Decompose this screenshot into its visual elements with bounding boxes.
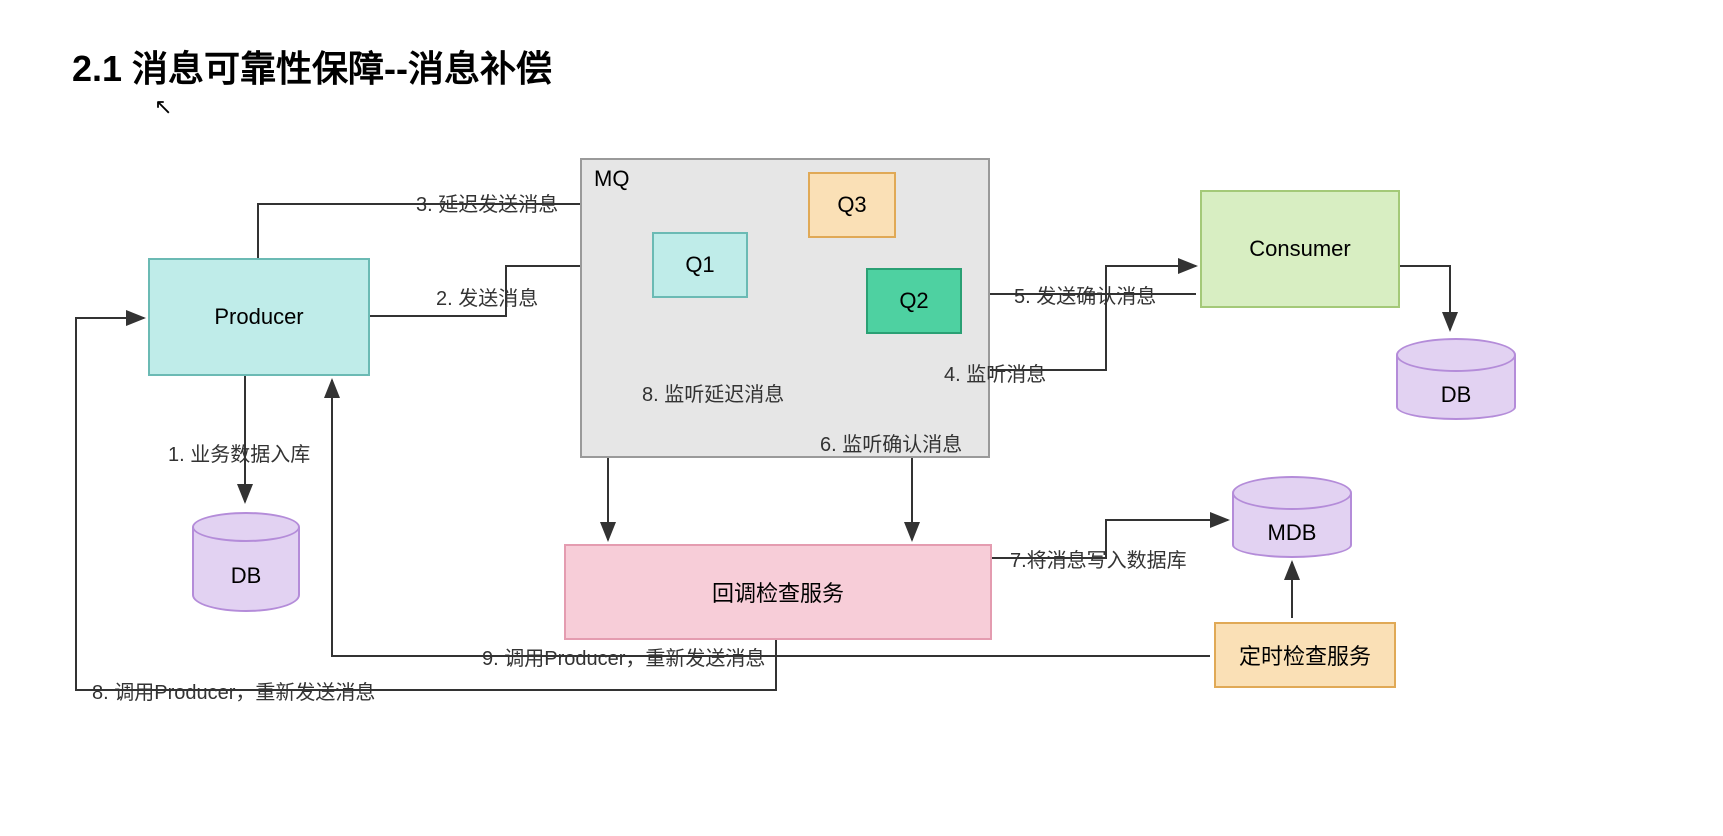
node-mdb: MDB [1232, 476, 1352, 558]
node-q3: Q3 [808, 172, 896, 238]
node-scheduler: 定时检查服务 [1214, 622, 1396, 688]
node-label-q3: Q3 [837, 192, 866, 218]
edge-label-e5: 5. 发送确认消息 [1014, 280, 1156, 309]
edge-label-e1: 1. 业务数据入库 [168, 438, 310, 467]
node-label-producer_db: DB [192, 563, 300, 589]
node-label-scheduler: 定时检查服务 [1239, 639, 1371, 671]
node-label-q1: Q1 [685, 252, 714, 278]
node-producer_db: DB [192, 512, 300, 612]
node-label-consumer: Consumer [1249, 236, 1350, 262]
node-callback: 回调检查服务 [564, 544, 992, 640]
node-producer: Producer [148, 258, 370, 376]
node-label-consumer_db: DB [1396, 382, 1516, 408]
node-consumer: Consumer [1200, 190, 1400, 308]
edge-label-e7: 7.将消息写入数据库 [1010, 544, 1187, 573]
node-label-callback: 回调检查服务 [712, 576, 844, 608]
node-q2: Q2 [866, 268, 962, 334]
node-q1: Q1 [652, 232, 748, 298]
edge-label-e2: 2. 发送消息 [436, 282, 538, 311]
edge-label-e8a: 8. 监听延迟消息 [642, 378, 784, 407]
edge-label-e8b: 8. 调用Producer，重新发送消息 [92, 676, 375, 705]
edge-label-e6: 6. 监听确认消息 [820, 428, 962, 457]
node-label-mdb: MDB [1232, 520, 1352, 546]
node-consumer_db: DB [1396, 338, 1516, 420]
edge-label-e4: 4. 监听消息 [944, 358, 1046, 387]
node-label-q2: Q2 [899, 288, 928, 314]
edge-label-e3: 3. 延迟发送消息 [416, 188, 558, 217]
node-label-producer: Producer [214, 304, 303, 330]
node-label-mq: MQ [594, 166, 629, 192]
diagram-canvas: MQ Producer Q1 Q2 Q3 Consumer DB DB 回调检查服务 MDB 定时检… [0, 0, 1723, 836]
edge-label-e9: 9. 调用Producer，重新发送消息 [482, 642, 765, 671]
edge-consumer_to_db [1400, 266, 1450, 330]
